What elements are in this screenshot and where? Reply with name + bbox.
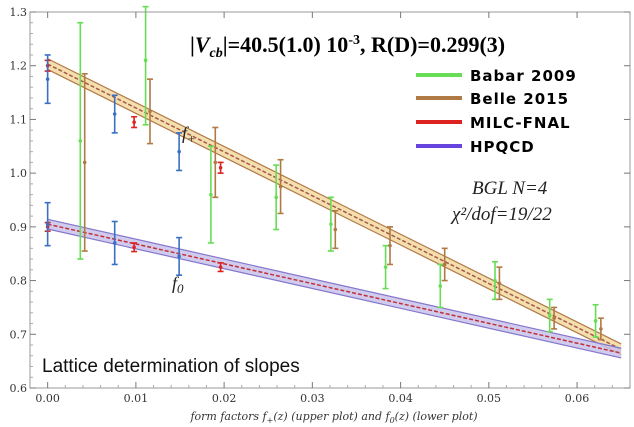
point-marker xyxy=(383,265,388,269)
point-marker xyxy=(442,262,447,267)
legend-label-belle: Belle 2015 xyxy=(470,90,569,108)
chart-title: |Vcb|=40.5(1.0) 10-3, R(D)=0.299(3) xyxy=(190,32,505,61)
data-point-1-0 xyxy=(81,72,88,252)
point-marker xyxy=(132,245,136,250)
x-tick-label: 0.01 xyxy=(124,392,149,405)
point-marker xyxy=(438,284,443,288)
data-point-0-6 xyxy=(437,263,444,309)
legend: Babar 2009 Belle 2015 MILC-FNAL HPQCD xyxy=(416,67,577,156)
point-marker xyxy=(552,316,556,320)
y-tick-label: 0.6 xyxy=(10,382,28,395)
data-point-1-7 xyxy=(496,266,503,301)
point-marker xyxy=(274,195,278,200)
point-marker xyxy=(177,254,181,259)
point-marker xyxy=(333,227,338,232)
data-point-1-3 xyxy=(277,158,284,215)
band-edge-1-1 xyxy=(47,228,622,359)
band-fill-1 xyxy=(47,219,622,358)
point-marker xyxy=(493,278,497,283)
data-points xyxy=(44,5,604,341)
band-edge-0-1 xyxy=(47,68,622,356)
point-marker xyxy=(45,222,50,226)
data-point-1-8 xyxy=(551,306,558,330)
f-zero-label: f0 xyxy=(172,273,184,296)
point-marker xyxy=(148,109,152,114)
point-marker xyxy=(329,222,333,226)
point-marker xyxy=(218,165,223,170)
data-point-3-1 xyxy=(111,94,118,134)
lattice-note: Lattice determination of slopes xyxy=(42,356,300,377)
point-marker xyxy=(143,58,148,63)
point-marker xyxy=(82,160,87,165)
point-marker xyxy=(112,241,117,245)
x-tick-label: 0.06 xyxy=(565,392,590,405)
data-point-0-0 xyxy=(77,21,84,260)
data-point-2-1 xyxy=(131,115,138,129)
data-point-0-8 xyxy=(546,298,553,333)
data-point-3-2 xyxy=(176,132,183,172)
x-tick-label: 0.05 xyxy=(477,392,502,405)
band-center-0 xyxy=(47,63,622,350)
y-tick-label: 1.2 xyxy=(10,60,28,73)
point-marker xyxy=(112,112,117,116)
axes: 0.6 0.7 0.8 0.9 1.0 1.1 1.2 1.3 0.00 0.01 0.02 0.03… xyxy=(10,6,631,405)
data-point-1-1 xyxy=(147,78,153,145)
data-point-0-2 xyxy=(207,145,214,244)
y-tick-label: 0.7 xyxy=(10,328,28,341)
chi-square-label: χ²/dof=19/22 xyxy=(450,204,552,225)
data-point-1-2 xyxy=(212,126,219,199)
x-tick-label: 0.02 xyxy=(212,392,237,405)
data-point-0-3 xyxy=(273,164,280,231)
data-point-1-6 xyxy=(441,247,448,282)
x-tick-label: 0.03 xyxy=(300,392,325,405)
data-point-2-5 xyxy=(217,262,224,273)
point-marker xyxy=(213,160,218,165)
x-axis-label: form factors f+(z) (upper plot) and f0(z… xyxy=(189,410,477,425)
fit-label: BGL N=4 xyxy=(472,178,548,199)
data-point-3-3 xyxy=(44,201,51,247)
point-marker xyxy=(593,319,598,323)
point-marker xyxy=(132,120,136,124)
data-point-3-0 xyxy=(44,54,51,105)
data-point-1-5 xyxy=(387,226,393,266)
point-marker xyxy=(209,192,213,197)
x-tick-label: 0.04 xyxy=(388,392,413,405)
point-marker xyxy=(278,184,283,189)
point-marker xyxy=(497,281,502,286)
y-tick-label: 0.9 xyxy=(10,221,28,234)
point-marker xyxy=(547,313,552,318)
f-plus-label: f+ xyxy=(182,123,196,146)
band-edge-1-0 xyxy=(47,218,622,349)
y-tick-label: 0.8 xyxy=(10,275,28,288)
data-point-3-4 xyxy=(111,220,118,266)
data-point-3-5 xyxy=(176,236,183,277)
data-point-1-9 xyxy=(597,317,604,341)
point-marker xyxy=(388,243,392,248)
band-edge-0-0 xyxy=(47,58,622,345)
y-tick-label: 1.1 xyxy=(10,113,28,126)
y-tick-label: 1.3 xyxy=(10,6,28,19)
data-point-0-5 xyxy=(382,244,389,290)
y-tick-label: 1.0 xyxy=(10,167,28,180)
data-point-0-9 xyxy=(592,303,599,338)
band-center-1 xyxy=(47,223,622,354)
legend-label-babar: Babar 2009 xyxy=(470,67,577,85)
data-point-1-4 xyxy=(332,209,339,250)
point-marker xyxy=(218,265,223,269)
legend-label-milc: MILC-FNAL xyxy=(470,114,571,132)
point-marker xyxy=(78,139,83,143)
legend-label-hpqcd: HPQCD xyxy=(470,138,535,156)
data-point-0-4 xyxy=(327,196,334,252)
x-tick-label: 0.00 xyxy=(35,392,60,405)
point-marker xyxy=(599,327,603,331)
fit-bands xyxy=(47,58,622,359)
point-marker xyxy=(45,77,50,81)
data-point-0-7 xyxy=(492,260,498,301)
data-point-2-2 xyxy=(217,161,224,174)
data-point-2-4 xyxy=(131,242,138,253)
point-marker xyxy=(177,149,181,154)
data-point-0-1 xyxy=(142,5,149,126)
